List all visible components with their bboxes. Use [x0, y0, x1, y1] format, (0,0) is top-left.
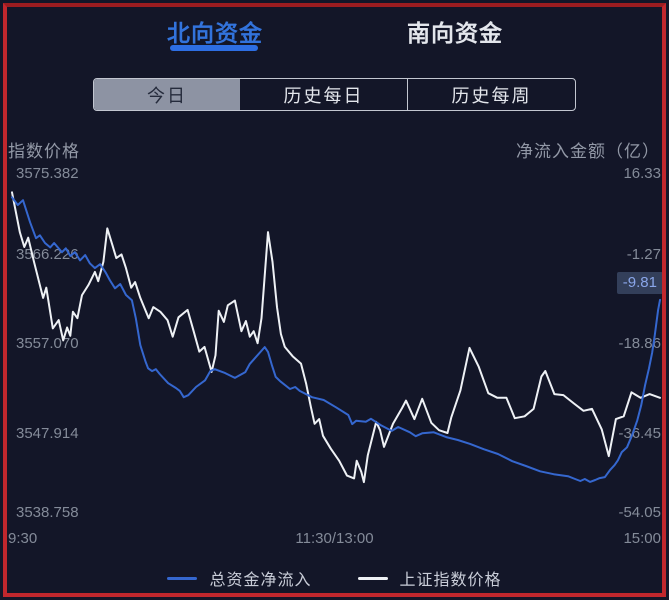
x-axis-label-midday: 11:30/13:00: [295, 530, 374, 547]
segment-history-daily[interactable]: 历史每日: [283, 85, 364, 106]
right-axis-tick: -18.86: [618, 335, 661, 352]
segment-today[interactable]: 今日: [94, 79, 240, 110]
legend-label: 上证指数价格: [399, 572, 502, 589]
legend-line-sample-white: [357, 576, 388, 580]
left-axis-tick: 3538.758: [16, 504, 79, 521]
x-axis-label-open: 9:30: [8, 530, 38, 547]
series-index-price-line: [11, 191, 661, 484]
chart-legend: 总资金净流入 上证指数价格: [0, 566, 669, 590]
legend-item-index-price: 上证指数价格: [357, 566, 502, 590]
series-net-inflow-line: [11, 196, 661, 483]
right-axis-tick: -1.27: [626, 246, 661, 263]
left-axis-tick: 3575.382: [16, 165, 79, 182]
legend-item-net-inflow: 总资金净流入: [167, 566, 311, 590]
x-axis-label-close: 15:00: [623, 530, 661, 547]
segment-history-weekly[interactable]: 历史每周: [407, 79, 575, 110]
legend-label: 总资金净流入: [209, 572, 312, 589]
left-axis-title: 指数价格: [8, 142, 80, 161]
tab-northbound-funds[interactable]: 北向资金: [167, 20, 263, 46]
period-segmented-control: 今日 历史每日 历史每周: [93, 78, 576, 111]
right-axis-tick: 16.33: [623, 165, 661, 182]
current-net-inflow-badge: -9.81: [616, 272, 663, 294]
right-axis-tick: -54.05: [618, 504, 661, 521]
right-axis-tick: -36.45: [618, 425, 661, 442]
left-axis-tick: 3547.914: [16, 425, 79, 442]
tab-southbound-funds[interactable]: 南向资金: [407, 20, 503, 46]
active-tab-underline: [170, 45, 258, 51]
legend-line-sample-blue: [167, 576, 198, 580]
right-axis-title: 净流入金额（亿）: [516, 142, 660, 161]
